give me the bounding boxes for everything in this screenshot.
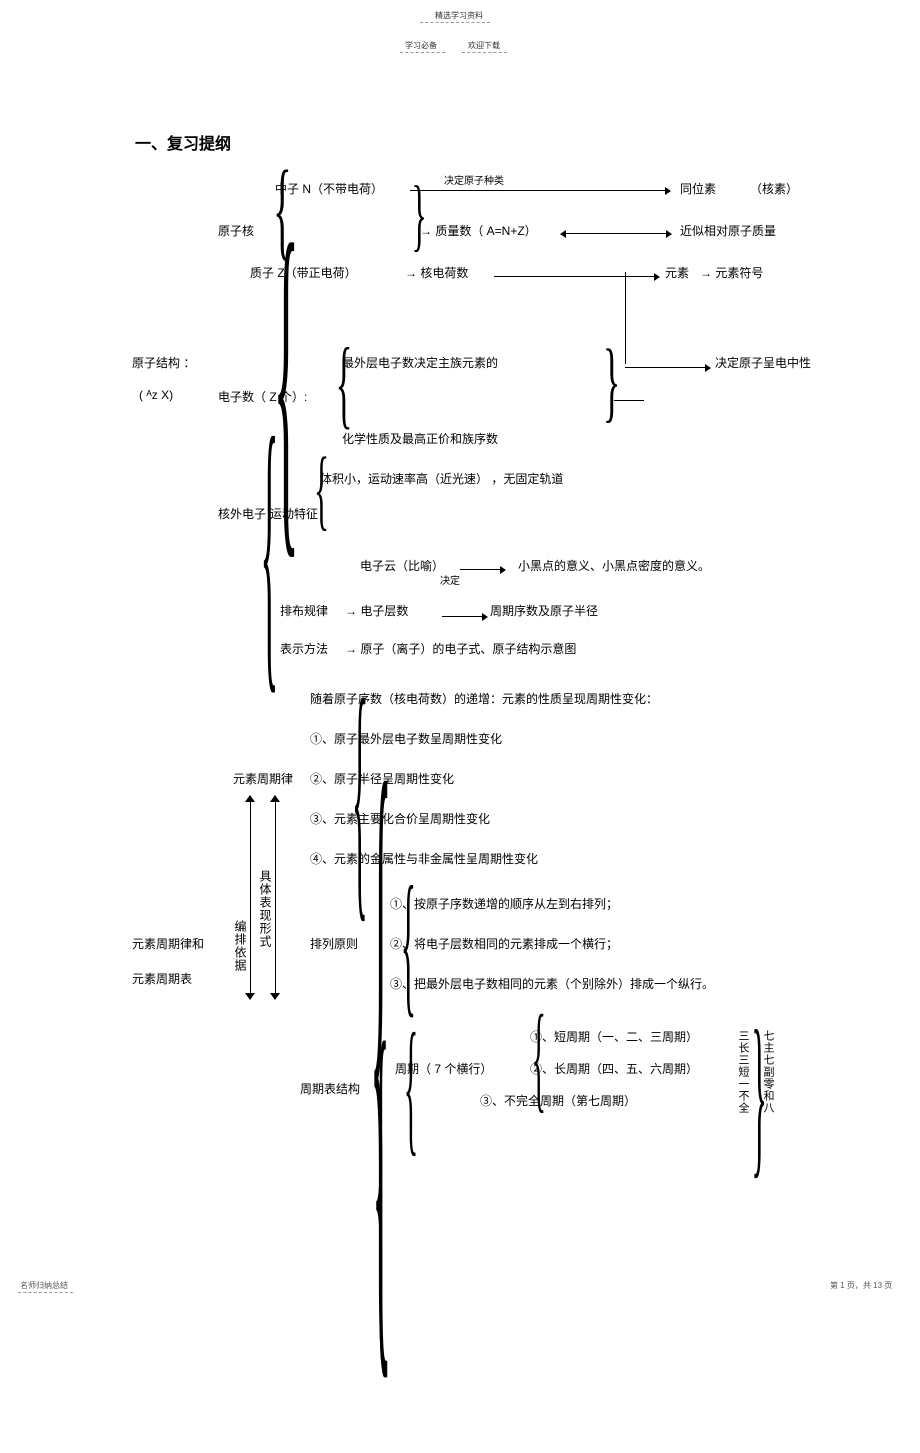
atom-notation: ( ᴬz X): [139, 388, 173, 402]
arrowhead-up-1: [245, 795, 255, 802]
notation-method: 表示方法: [280, 640, 328, 657]
period-label: 周期（ 7 个横行）: [395, 1060, 492, 1077]
arrow-mass-approx: [566, 233, 666, 234]
cloud-label: 电子云（比喻）: [360, 557, 444, 574]
brace-small-1: }: [412, 170, 427, 261]
welcome-underline: [462, 52, 507, 53]
brace-law: {: [352, 640, 368, 950]
footer-right: 第 1 页，共 13 页: [830, 1280, 892, 1291]
proton-label: 质子 Z（带正电荷）: [250, 264, 357, 281]
isotope-note: （核素）: [750, 180, 798, 197]
pp2: ②、长周期（四、五、六周期）: [530, 1060, 698, 1077]
element-label: 元素: [665, 264, 689, 281]
arrow-cloud: [460, 569, 500, 570]
arrow-proton-element: [494, 276, 654, 277]
pp3: ③、不完全周期（第七周期）: [480, 1092, 636, 1109]
ap3: ③、把最外层电子数相同的元素（个别除外）排成一个纵行。: [390, 975, 714, 992]
mass-num: → 质量数（ A=N+Z）: [420, 222, 537, 239]
left-row1: 元素周期律和: [132, 935, 204, 952]
footer-left: 名师归纳总结: [20, 1280, 68, 1291]
doc-top-underline: [420, 22, 490, 23]
brace-table-outer: {: [373, 954, 388, 1414]
ap1: ①、按原子序数递增的顺序从左到右排列；: [390, 895, 618, 912]
to-symbol: → 元素符号: [700, 264, 763, 281]
law-p1: ①、原子最外层电子数呈周期性变化: [310, 730, 502, 747]
arrow-layers: [442, 616, 482, 617]
arrowhead-up-2: [270, 795, 280, 802]
law-p4: ④、元素的金属性与非金属性呈周期性变化: [310, 850, 538, 867]
arrangement-label: 排列原则: [310, 935, 358, 952]
arrow-neutron-to-isotope: [410, 190, 665, 191]
volume-motion: 体积小，运动速率高（近光速） ，无固定轨道: [320, 470, 563, 487]
extra-electron-label: 核外电子: [218, 505, 266, 522]
arrow-outermost-neutral: [625, 367, 705, 368]
to-charge: → 核电荷数: [405, 264, 468, 281]
brace-motion: {: [314, 438, 329, 541]
brace-extra-electron: {: [260, 370, 278, 726]
left-row2: 元素周期表: [132, 970, 192, 987]
doc-top-label: 精选学习资料: [435, 10, 483, 21]
edit-basis: 编排依据: [232, 920, 249, 972]
arrowhead-down-1: [245, 993, 255, 1000]
chem-props: 化学性质及最高正价和族序数: [342, 430, 498, 447]
neutron-arrow-caption: 决定原子种类: [444, 172, 504, 187]
study-required: 学习必备: [405, 40, 437, 51]
approx-mass: 近似相对原子质量: [680, 222, 776, 239]
table-struct-label: 周期表结构: [300, 1080, 360, 1097]
pp1: ①、短周期（一、二、三周期）: [530, 1028, 698, 1045]
outermost-label: 最外层电子数决定主族元素的: [342, 354, 498, 371]
summary-right: 七主七副零和八: [760, 1030, 776, 1114]
to-layers: → 电子层数: [345, 602, 408, 619]
motion-feature-label: 运动特征: [270, 505, 318, 522]
decides-neutral: 决定原子呈电中性: [715, 354, 811, 371]
law-p3: ③、元素主要化合价呈周期性变化: [310, 810, 490, 827]
vline-arrow-updown-2: [275, 800, 276, 995]
cloud-decide-caption: 决定: [440, 572, 460, 587]
study-underline: [400, 52, 445, 53]
nucleus-label: 原子核: [218, 222, 254, 239]
summary-left: 三长三短一不全: [735, 1030, 751, 1114]
cloud-meaning: 小黑点的意义、小黑点密度的意义。: [518, 557, 710, 574]
stub-line: [614, 400, 644, 401]
brace-electron-count: {: [336, 325, 353, 440]
law-label: 元素周期律: [233, 770, 293, 787]
section-title: 一、复习提纲: [135, 130, 231, 154]
welcome-download: 欢迎下载: [468, 40, 500, 51]
arrangement-rule: 排布规律: [280, 602, 328, 619]
brace-small-2: }: [603, 330, 620, 433]
period-radius: 周期序数及原子半径: [490, 602, 598, 619]
vline-arrow-updown-1: [250, 800, 251, 995]
isotope-label: 同位素: [680, 180, 716, 197]
atom-structure-label: 原子结构 ：: [132, 354, 195, 371]
concrete-form: 具体表现形式: [257, 870, 274, 948]
footer-left-underline: [18, 1292, 73, 1293]
law-p0: 随着原子序数（核电荷数）的递增：元素的性质呈现周期性变化：: [310, 690, 658, 707]
vline-connector-1: [625, 272, 626, 364]
brace-period-inner: {: [404, 1000, 418, 1172]
arrowhead-down-2: [270, 993, 280, 1000]
ap2: ②、将电子层数相同的元素排成一个横行；: [390, 935, 618, 952]
